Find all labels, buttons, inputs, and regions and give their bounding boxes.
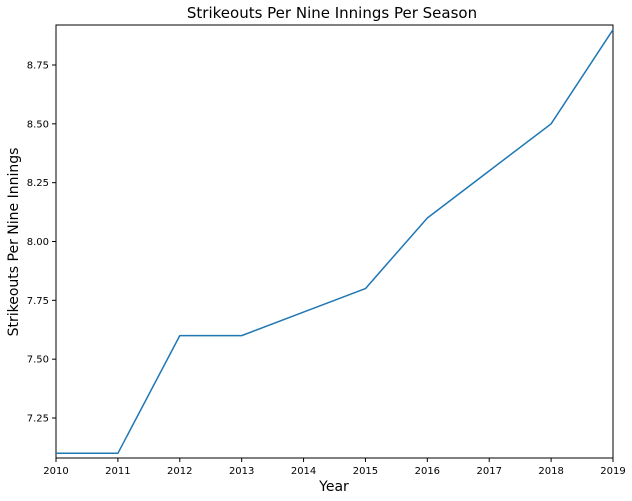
- y-tick-label: 8.00: [27, 237, 49, 248]
- x-tick-label: 2016: [415, 466, 440, 477]
- x-tick-label: 2011: [105, 466, 130, 477]
- x-axis-label: Year: [318, 479, 349, 495]
- x-tick-label: 2018: [538, 466, 563, 477]
- series-layer: [56, 29, 614, 455]
- x-tick-label: 2019: [600, 466, 625, 477]
- x-axis: 2010 2011 2012 2013 2014 2015 2016 2017 2018 2019: [43, 458, 626, 477]
- series-line: [56, 29, 614, 455]
- x-tick-label: 2012: [167, 466, 192, 477]
- y-tick-label: 8.75: [27, 61, 49, 72]
- y-axis: 7.25 7.50 7.75 8.00 8.25 8.50 8.75: [27, 61, 56, 424]
- plot-frame: [55, 24, 614, 459]
- y-tick-label: 7.75: [27, 296, 49, 307]
- x-tick-label: 2017: [476, 466, 501, 477]
- chart-title: Strikeouts Per Nine Innings Per Season: [187, 4, 477, 22]
- y-tick-label: 7.50: [27, 355, 49, 366]
- x-tick-label: 2015: [353, 466, 378, 477]
- y-tick-label: 7.25: [27, 413, 49, 424]
- x-tick-label: 2014: [291, 466, 316, 477]
- x-tick-label: 2010: [43, 466, 68, 477]
- y-axis-label: Strikeouts Per Nine Innings: [6, 148, 22, 337]
- y-tick-label: 8.50: [27, 119, 49, 130]
- plot-area: 2010 2011 2012 2013 2014 2015 2016 2017 2018 2019…: [27, 24, 626, 477]
- y-tick-label: 8.25: [27, 178, 49, 189]
- x-tick-label: 2013: [229, 466, 254, 477]
